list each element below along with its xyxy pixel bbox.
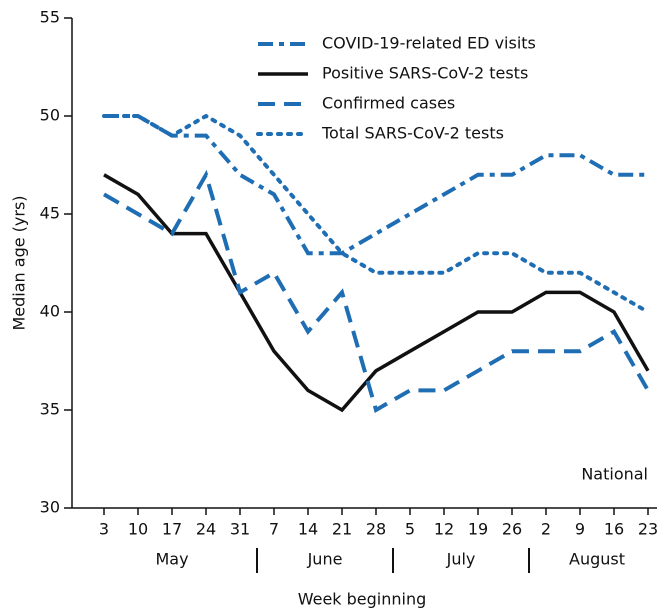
x-tick-label: 16 xyxy=(604,520,624,539)
legend-label: Positive SARS-CoV-2 tests xyxy=(322,64,528,83)
series-line xyxy=(103,173,650,413)
month-label: July xyxy=(446,550,476,569)
legend-label: Confirmed cases xyxy=(322,94,455,113)
y-axis-label: Median age (yrs) xyxy=(10,195,29,330)
x-tick-label: 19 xyxy=(468,520,488,539)
y-tick-label: 40 xyxy=(40,302,60,321)
x-tick-label: 28 xyxy=(366,520,386,539)
month-label: May xyxy=(155,550,188,569)
series-line xyxy=(103,169,650,414)
y-tick-label: 30 xyxy=(40,498,60,517)
x-tick-label: 21 xyxy=(332,520,352,539)
x-tick-label: 14 xyxy=(298,520,318,539)
x-tick-label: 7 xyxy=(269,520,279,539)
month-label: August xyxy=(569,550,625,569)
x-tick-label: 9 xyxy=(575,520,585,539)
x-tick-label: 23 xyxy=(638,520,658,539)
y-tick-label: 35 xyxy=(40,400,60,419)
y-tick-label: 55 xyxy=(40,8,60,27)
month-label: June xyxy=(307,550,343,569)
x-tick-label: 2 xyxy=(541,520,551,539)
y-tick-label: 45 xyxy=(40,204,60,223)
legend-label: COVID-19-related ED visits xyxy=(322,34,536,53)
legend-label: Total SARS-CoV-2 tests xyxy=(321,124,504,143)
x-tick-label: 3 xyxy=(99,520,109,539)
x-tick-label: 26 xyxy=(502,520,522,539)
x-tick-label: 10 xyxy=(128,520,148,539)
x-tick-label: 24 xyxy=(196,520,216,539)
y-tick-label: 50 xyxy=(40,106,60,125)
x-tick-label: 31 xyxy=(230,520,250,539)
annotation: National xyxy=(581,465,648,484)
series-line xyxy=(102,113,650,314)
x-axis-label: Week beginning xyxy=(298,590,427,609)
x-tick-label: 5 xyxy=(405,520,415,539)
x-tick-label: 17 xyxy=(162,520,182,539)
x-tick-label: 12 xyxy=(434,520,454,539)
